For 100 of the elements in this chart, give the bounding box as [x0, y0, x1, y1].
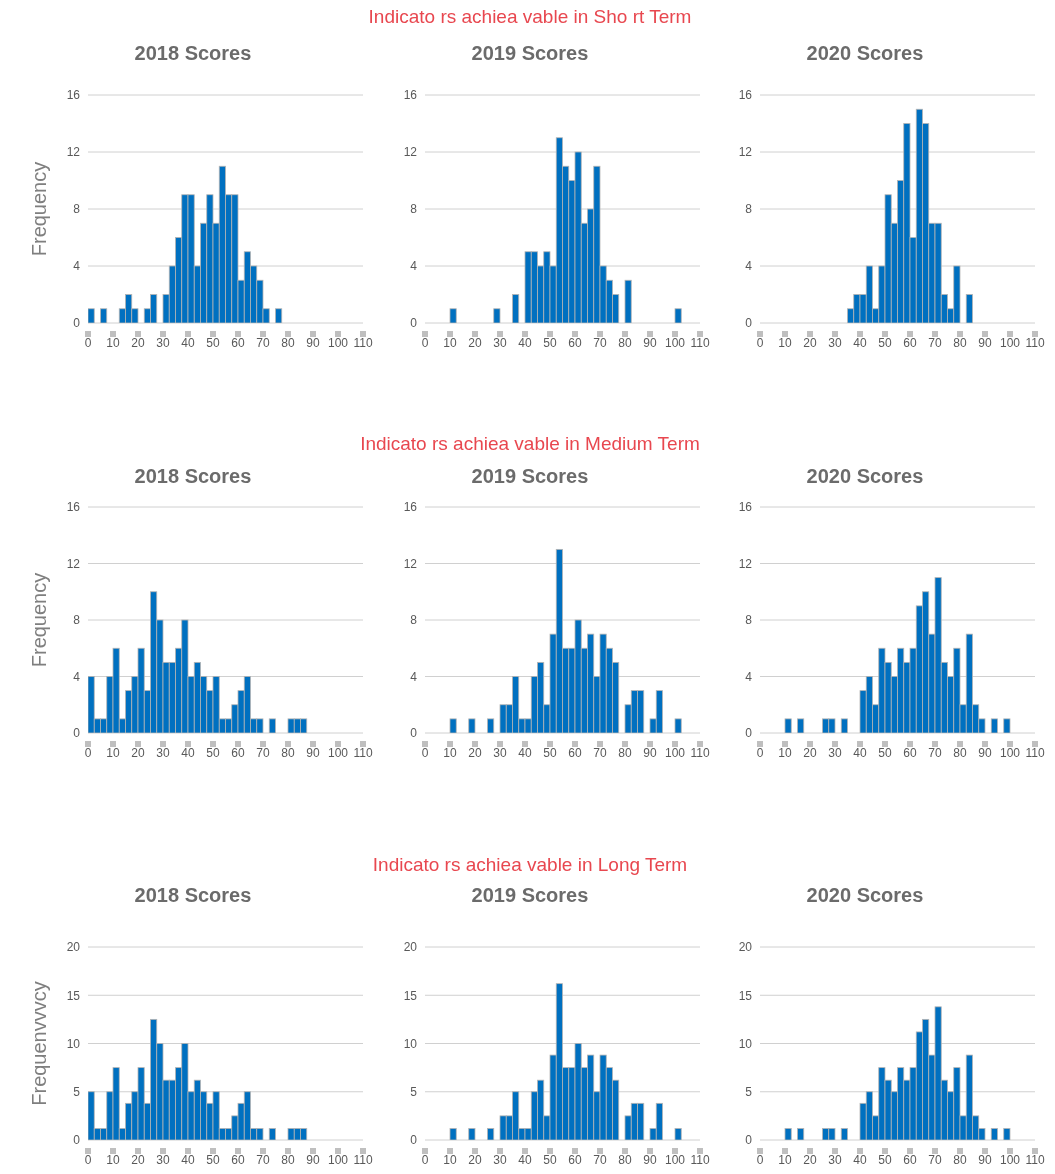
y-tick-label: 16: [66, 88, 81, 103]
x-tick-label: 10: [778, 746, 792, 760]
chart-title: 2018 Scores: [133, 884, 253, 907]
x-tick-label: 80: [281, 746, 295, 760]
y-tick-label: 12: [66, 145, 81, 160]
y-tick-label: 4: [410, 669, 418, 684]
y-tick-label: 4: [745, 259, 753, 274]
x-tick-label: 110: [1025, 1153, 1045, 1167]
x-tick-label: 50: [878, 746, 892, 760]
y-tick-label: 20: [403, 940, 418, 955]
x-tick-label: 40: [853, 1153, 867, 1167]
x-tick-label: 0: [756, 746, 764, 760]
y-tick-label: 8: [745, 613, 753, 628]
y-tick-label: 8: [410, 202, 418, 217]
x-tick-label: 50: [543, 336, 557, 350]
x-tick-label: 90: [643, 1153, 657, 1167]
x-tick-label: 10: [106, 336, 120, 350]
x-tick-label: 110: [353, 336, 373, 350]
x-tick-label: 0: [756, 1153, 764, 1167]
x-tick-label: 20: [803, 1153, 817, 1167]
x-tick-label: 30: [493, 746, 507, 760]
x-tick-label: 100: [327, 746, 349, 760]
x-tick-label: 70: [928, 1153, 942, 1167]
chart-title: 2019 Scores: [470, 884, 590, 907]
x-tick-label: 20: [131, 336, 145, 350]
x-tick-label: 50: [206, 336, 220, 350]
y-tick-label: 0: [745, 316, 753, 331]
x-tick-label: 0: [84, 336, 92, 350]
y-tick-label: 12: [66, 556, 81, 571]
x-tick-label: 10: [778, 1153, 792, 1167]
y-tick-label: 12: [738, 556, 753, 571]
x-tick-label: 30: [828, 1153, 842, 1167]
x-tick-label: 70: [928, 746, 942, 760]
y-tick-label: 0: [410, 726, 418, 741]
x-tick-label: 100: [327, 336, 349, 350]
y-tick-label: 0: [745, 1133, 753, 1148]
chart-title: 2018 Scores: [133, 465, 253, 488]
x-tick-label: 110: [1025, 746, 1045, 760]
x-tick-label: 60: [231, 746, 245, 760]
x-tick-label: 60: [231, 1153, 245, 1167]
x-tick-label: 60: [903, 1153, 917, 1167]
x-tick-label: 50: [543, 1153, 557, 1167]
y-tick-label: 4: [73, 669, 81, 684]
chart-title: 2019 Scores: [470, 465, 590, 488]
y-tick-label: 16: [403, 88, 418, 103]
x-tick-label: 90: [306, 746, 320, 760]
x-tick-label: 70: [256, 336, 270, 350]
x-tick-label: 20: [131, 1153, 145, 1167]
x-tick-label: 0: [421, 746, 429, 760]
x-tick-label: 30: [156, 746, 170, 760]
x-tick-label: 40: [518, 336, 532, 350]
y-tick-label: 4: [745, 669, 753, 684]
x-tick-label: 110: [353, 746, 373, 760]
x-tick-label: 110: [690, 1153, 710, 1167]
x-tick-label: 20: [803, 746, 817, 760]
x-tick-label: 30: [156, 1153, 170, 1167]
x-tick-label: 10: [443, 746, 457, 760]
x-tick-label: 80: [281, 1153, 295, 1167]
y-tick-label: 0: [73, 726, 81, 741]
y-axis-title: Frequency: [28, 572, 51, 668]
x-tick-label: 80: [618, 746, 632, 760]
x-tick-label: 80: [281, 336, 295, 350]
x-tick-label: 30: [828, 336, 842, 350]
x-tick-label: 10: [106, 1153, 120, 1167]
x-tick-label: 50: [878, 336, 892, 350]
text: Indicato rs achiea vable in Medium Term: [359, 433, 701, 455]
y-tick-label: 8: [410, 613, 418, 628]
y-tick-label: 4: [410, 259, 418, 274]
y-tick-label: 0: [73, 1133, 81, 1148]
y-tick-label: 5: [745, 1085, 753, 1100]
y-tick-label: 15: [66, 988, 81, 1003]
x-tick-label: 40: [181, 336, 195, 350]
x-tick-label: 0: [84, 1153, 92, 1167]
x-tick-label: 50: [206, 746, 220, 760]
x-tick-label: 50: [878, 1153, 892, 1167]
y-tick-label: 0: [410, 1133, 418, 1148]
x-tick-label: 40: [853, 746, 867, 760]
x-tick-label: 10: [443, 336, 457, 350]
x-tick-label: 0: [756, 336, 764, 350]
chart-title: 2019 Scores: [470, 42, 590, 65]
y-tick-label: 0: [73, 316, 81, 331]
y-tick-label: 10: [403, 1036, 418, 1051]
y-tick-label: 16: [66, 500, 81, 515]
x-tick-label: 20: [803, 336, 817, 350]
x-tick-label: 10: [778, 336, 792, 350]
x-tick-label: 30: [493, 336, 507, 350]
y-tick-label: 20: [66, 940, 81, 955]
x-tick-label: 100: [664, 746, 686, 760]
y-tick-label: 16: [738, 88, 753, 103]
x-tick-label: 0: [421, 1153, 429, 1167]
x-tick-label: 90: [306, 336, 320, 350]
x-tick-label: 90: [306, 1153, 320, 1167]
x-tick-label: 30: [156, 336, 170, 350]
x-tick-label: 70: [593, 336, 607, 350]
x-tick-label: 100: [999, 336, 1021, 350]
x-tick-label: 90: [978, 1153, 992, 1167]
y-axis-title: Frequenvvvcy: [28, 981, 51, 1106]
x-tick-label: 60: [568, 336, 582, 350]
x-tick-label: 70: [256, 746, 270, 760]
x-tick-label: 50: [543, 746, 557, 760]
